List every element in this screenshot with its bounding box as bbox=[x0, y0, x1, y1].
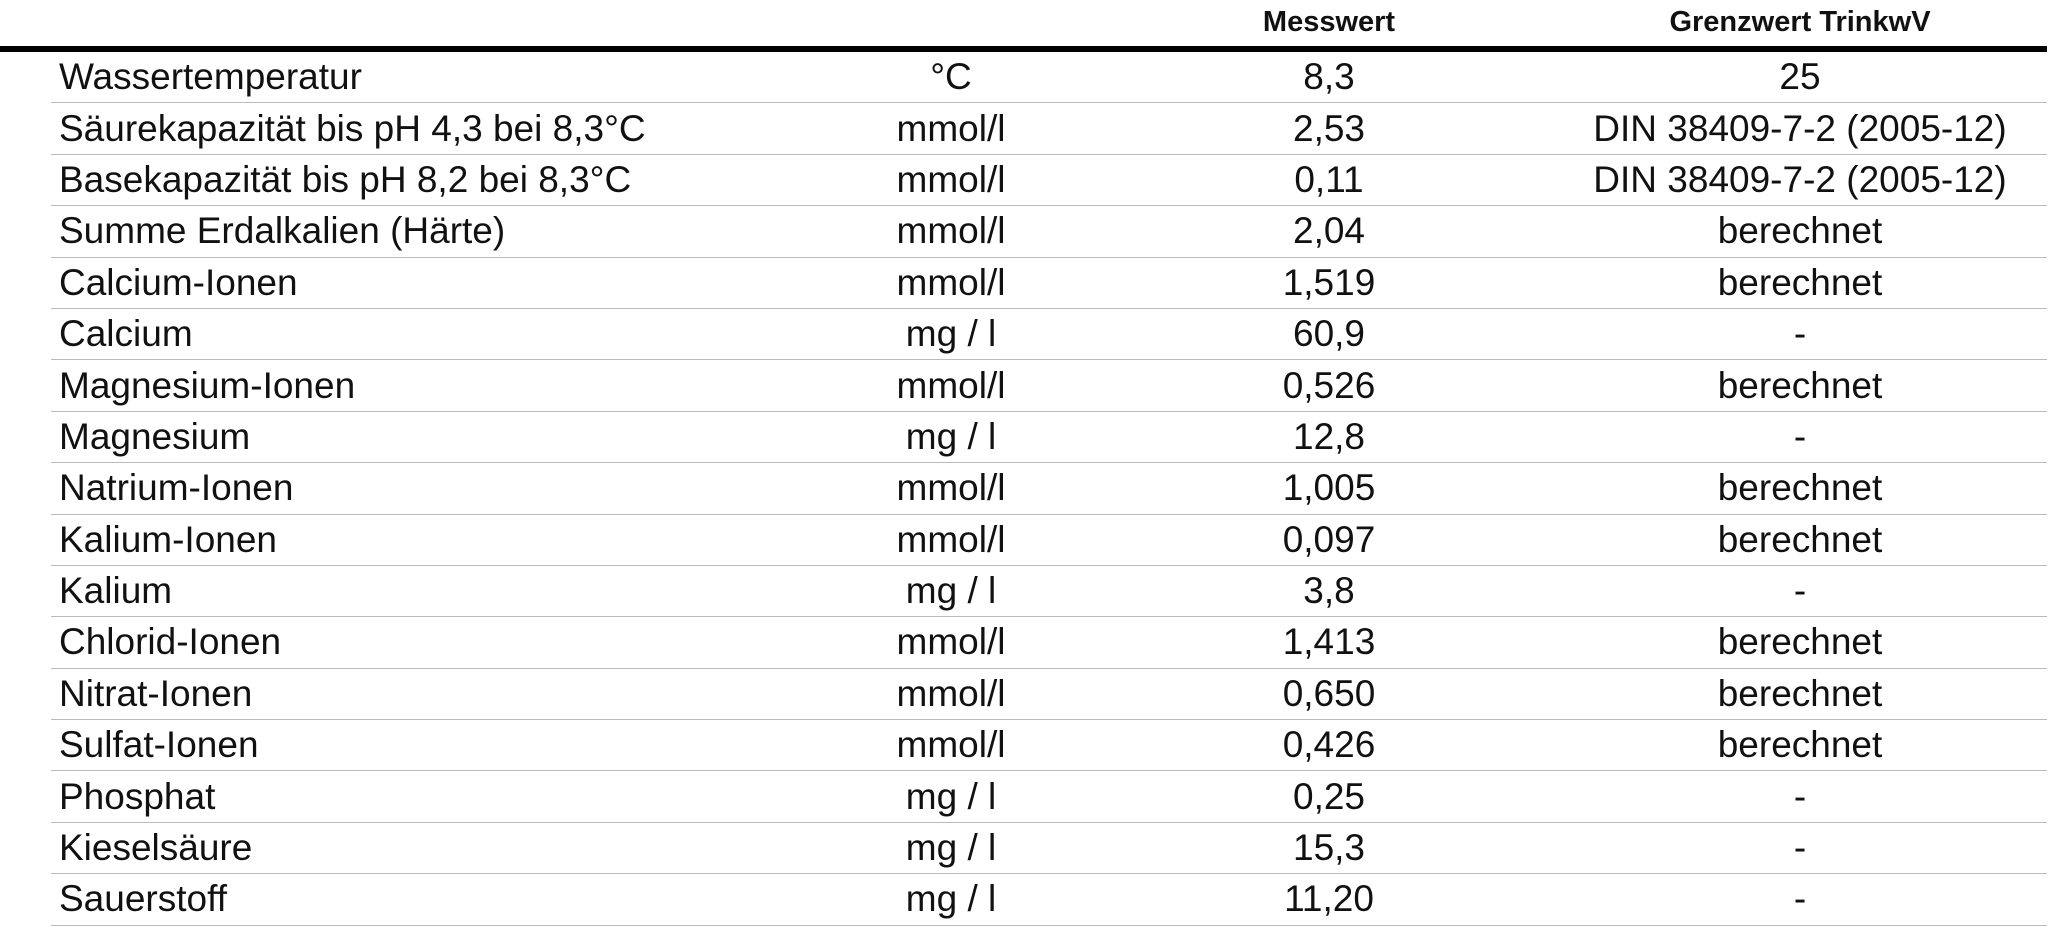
table-cell: - bbox=[1793, 415, 1807, 457]
table-cell: mmol/l bbox=[896, 158, 1006, 200]
table-cell: Phosphat bbox=[59, 775, 216, 817]
table-cell: Summe Erdalkalien (Härte) bbox=[59, 210, 506, 252]
table-cell: mmol/l bbox=[896, 210, 1006, 252]
table-cell: mmol/l bbox=[896, 518, 1006, 560]
table-row: Wassertemperatur °C 8,3 25 bbox=[51, 52, 2047, 104]
header-cell: Grenzwert TrinkwV bbox=[1669, 6, 1931, 38]
table-cell: berechnet bbox=[1717, 672, 1883, 714]
table-row: Calcium mg / l 60,9 - bbox=[51, 309, 2047, 361]
table-header: Messwert Grenzwert TrinkwV bbox=[0, 0, 2047, 52]
table-cell: 1,519 bbox=[1282, 261, 1376, 303]
table-row: Kalium mg / l 3,8 - bbox=[51, 566, 2047, 618]
table-cell: mmol/l bbox=[896, 364, 1006, 406]
table-cell: DIN 38409-7-2 (2005-12) bbox=[1593, 158, 2007, 200]
table-cell: 25 bbox=[1779, 56, 1821, 98]
table-cell: Sulfat-Ionen bbox=[59, 724, 259, 766]
header-cell: Messwert bbox=[1262, 6, 1396, 38]
table-cell: Chlorid-Ionen bbox=[59, 621, 282, 663]
table-cell: berechnet bbox=[1717, 518, 1883, 560]
table-cell: mg / l bbox=[905, 415, 997, 457]
table-cell: - bbox=[1793, 775, 1807, 817]
table-body: Wassertemperatur °C 8,3 25 Säurekapazität bi… bbox=[51, 52, 2047, 926]
table-row: Natrium-Ionen mmol/l 1,005 berechnet bbox=[51, 463, 2047, 515]
table-cell: mmol/l bbox=[896, 467, 1006, 509]
table-cell: 12,8 bbox=[1292, 415, 1366, 457]
table-cell: mg / l bbox=[905, 775, 997, 817]
table-cell: 0,25 bbox=[1292, 775, 1366, 817]
table-cell: berechnet bbox=[1717, 364, 1883, 406]
table-row: Säurekapazität bis pH 4,3 bei 8,3°C mmol/… bbox=[51, 103, 2047, 155]
table-cell: 0,650 bbox=[1282, 672, 1376, 714]
table-cell: Kalium-Ionen bbox=[59, 518, 278, 560]
table-cell: Kalium bbox=[59, 570, 173, 612]
table-cell: mmol/l bbox=[896, 107, 1006, 149]
table-cell: berechnet bbox=[1717, 210, 1883, 252]
table-cell: Natrium-Ionen bbox=[59, 467, 294, 509]
table-cell: mmol/l bbox=[896, 621, 1006, 663]
table-cell: 15,3 bbox=[1292, 827, 1366, 869]
table-row: Chlorid-Ionen mmol/l 1,413 berechnet bbox=[51, 617, 2047, 669]
table-cell: Calcium-Ionen bbox=[59, 261, 298, 303]
table-cell: 8,3 bbox=[1303, 56, 1355, 98]
table-cell: berechnet bbox=[1717, 261, 1883, 303]
table-row: Basekapazität bis pH 8,2 bei 8,3°C mmol/l… bbox=[51, 155, 2047, 207]
table-row: Kalium-Ionen mmol/l 0,097 berechnet bbox=[51, 515, 2047, 566]
table-cell: berechnet bbox=[1717, 724, 1883, 766]
table-cell: Nitrat-Ionen bbox=[59, 672, 253, 714]
table-cell: mmol/l bbox=[896, 724, 1006, 766]
table-cell: 60,9 bbox=[1292, 313, 1366, 355]
table-cell: - bbox=[1793, 570, 1807, 612]
table-cell: mg / l bbox=[905, 570, 997, 612]
table-cell: - bbox=[1793, 827, 1807, 869]
table-cell: berechnet bbox=[1717, 621, 1883, 663]
table-row: Calcium-Ionen mmol/l 1,519 berechnet bbox=[51, 258, 2047, 309]
table-cell: 0,426 bbox=[1282, 724, 1376, 766]
table-cell: 1,413 bbox=[1282, 621, 1376, 663]
table-cell: Basekapazität bis pH 8,2 bei 8,3°C bbox=[59, 158, 632, 200]
table-cell: 2,53 bbox=[1292, 107, 1366, 149]
table-cell: 3,8 bbox=[1303, 570, 1355, 612]
table-cell: 0,11 bbox=[1294, 158, 1364, 200]
table-cell: Wassertemperatur bbox=[59, 56, 362, 98]
table-cell: °C bbox=[930, 56, 972, 98]
table-cell: mmol/l bbox=[896, 672, 1006, 714]
table-cell: - bbox=[1793, 313, 1807, 355]
table-cell: 2,04 bbox=[1292, 210, 1366, 252]
table-cell: 0,526 bbox=[1282, 364, 1376, 406]
table-cell: Magnesium bbox=[59, 415, 251, 457]
table-row: Phosphat mg / l 0,25 - bbox=[51, 771, 2047, 823]
table-cell: 11,20 bbox=[1284, 878, 1374, 920]
table-cell: Kieselsäure bbox=[59, 827, 253, 869]
table-row: Magnesium-Ionen mmol/l 0,526 berechnet bbox=[51, 360, 2047, 412]
table-row: Nitrat-Ionen mmol/l 0,650 berechnet bbox=[51, 669, 2047, 721]
table-cell: berechnet bbox=[1717, 467, 1883, 509]
table-cell: mg / l bbox=[905, 878, 997, 920]
table-cell: - bbox=[1793, 878, 1807, 920]
table-cell: mmol/l bbox=[896, 261, 1006, 303]
table-row: Magnesium mg / l 12,8 - bbox=[51, 412, 2047, 464]
table-row: Sauerstoff mg / l 11,20 - bbox=[51, 874, 2047, 926]
table-row: Summe Erdalkalien (Härte) mmol/l 2,04 berec… bbox=[51, 206, 2047, 258]
table-cell: DIN 38409-7-2 (2005-12) bbox=[1593, 107, 2007, 149]
table-cell: 0,097 bbox=[1282, 518, 1376, 560]
table-row: Sulfat-Ionen mmol/l 0,426 berechnet bbox=[51, 720, 2047, 772]
table-cell: 1,005 bbox=[1282, 467, 1376, 509]
table-cell: Calcium bbox=[59, 313, 193, 355]
table-cell: Sauerstoff bbox=[59, 878, 227, 920]
table-cell: Magnesium-Ionen bbox=[59, 364, 356, 406]
table-cell: mg / l bbox=[905, 827, 997, 869]
table-row: Kieselsäure mg / l 15,3 - bbox=[51, 823, 2047, 875]
table-cell: Säurekapazität bis pH 4,3 bei 8,3°C bbox=[59, 107, 646, 149]
table-cell: mg / l bbox=[905, 313, 997, 355]
